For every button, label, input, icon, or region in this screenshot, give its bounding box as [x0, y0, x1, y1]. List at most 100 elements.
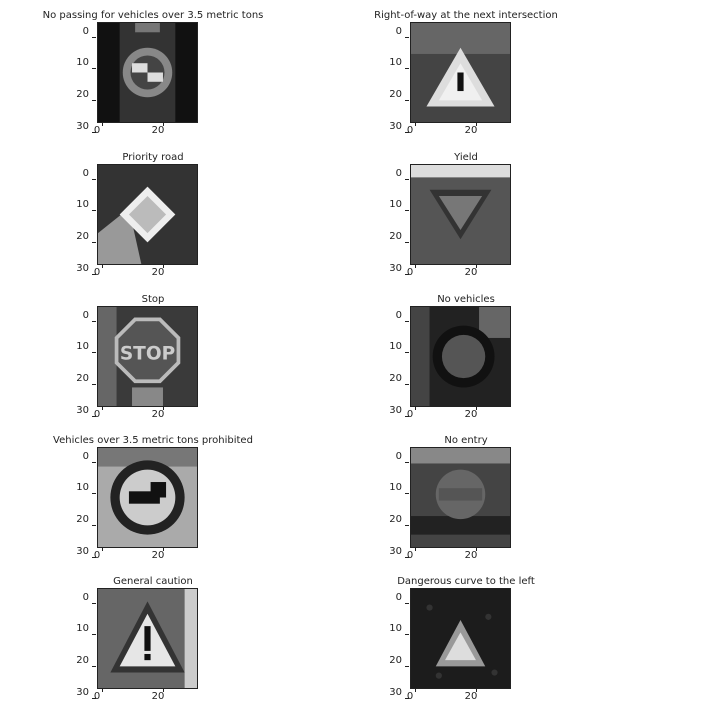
x-tick-mark	[163, 265, 164, 268]
y-tick-label: 30	[389, 687, 402, 698]
panel-title: Dangerous curve to the left	[397, 576, 535, 587]
x-tick-label: 20	[151, 125, 165, 136]
x-tick-mark	[415, 265, 416, 268]
dangerous-curve-left-sign	[411, 589, 510, 688]
x-tick-label: 20	[464, 409, 478, 420]
x-tick-label: 0	[93, 691, 101, 702]
y-tick-label: 0	[82, 26, 89, 37]
y-tick-label: 0	[82, 592, 89, 603]
y-tick-label: 30	[76, 263, 89, 274]
y-tick-mark	[405, 179, 409, 180]
x-tick-label: 0	[406, 550, 414, 561]
x-tick-mark	[102, 123, 103, 126]
y-tick-label: 0	[395, 451, 402, 462]
y-tick-label: 20	[389, 231, 402, 242]
x-tick-label: 0	[406, 409, 414, 420]
y-tick-mark	[92, 416, 96, 417]
y-tick-label: 10	[389, 57, 402, 68]
y-tick-label: 20	[389, 514, 402, 525]
y-tick-mark	[92, 100, 96, 101]
y-tick-mark	[92, 321, 96, 322]
x-tick-mark	[102, 689, 103, 692]
y-tick-label: 30	[76, 405, 89, 416]
y-tick-label: 10	[389, 341, 402, 352]
y-tick-label: 20	[76, 231, 89, 242]
right-of-way-sign	[411, 23, 510, 122]
x-tick-label: 20	[464, 550, 478, 561]
y-tick-mark	[405, 100, 409, 101]
x-tick-label: 0	[406, 267, 414, 278]
y-tick-mark	[405, 132, 409, 133]
y-tick-label: 0	[395, 26, 402, 37]
panel-title: Vehicles over 3.5 metric tons prohibited	[53, 435, 253, 446]
y-tick-label: 20	[76, 655, 89, 666]
sign-thumbnail	[410, 164, 511, 265]
x-tick-mark	[476, 689, 477, 692]
y-tick-label: 30	[389, 121, 402, 132]
y-tick-mark	[405, 242, 409, 243]
y-tick-mark	[405, 416, 409, 417]
x-tick-mark	[415, 407, 416, 410]
y-tick-label: 10	[76, 482, 89, 493]
y-tick-mark	[92, 132, 96, 133]
sign-thumbnail	[410, 588, 511, 689]
x-tick-mark	[102, 265, 103, 268]
x-tick-label: 20	[151, 691, 165, 702]
x-tick-label: 20	[151, 267, 165, 278]
y-tick-label: 20	[76, 89, 89, 100]
general-caution-sign	[98, 589, 197, 688]
x-tick-mark	[476, 407, 477, 410]
image-panel: Priority road 0 10 20 30 0 20	[23, 152, 283, 282]
y-tick-mark	[405, 274, 409, 275]
y-tick-label: 0	[395, 310, 402, 321]
y-tick-label: 0	[395, 168, 402, 179]
image-panel: Vehicles over 3.5 metric tons prohibited…	[23, 435, 283, 565]
y-tick-mark	[92, 666, 96, 667]
x-tick-label: 20	[151, 409, 165, 420]
y-tick-mark	[405, 37, 409, 38]
y-tick-label: 30	[389, 263, 402, 274]
y-tick-mark	[405, 603, 409, 604]
sign-thumbnail	[97, 588, 198, 689]
y-tick-label: 20	[389, 373, 402, 384]
panel-title: No vehicles	[437, 294, 495, 305]
x-tick-label: 0	[406, 691, 414, 702]
panel-title: Yield	[454, 152, 478, 163]
image-panel: Dangerous curve to the left 0 10 20 30 0 20	[336, 576, 596, 706]
y-tick-label: 10	[76, 341, 89, 352]
y-tick-label: 30	[389, 405, 402, 416]
no-vehicles-sign	[411, 307, 510, 406]
x-tick-label: 20	[151, 550, 165, 561]
x-tick-label: 20	[464, 125, 478, 136]
no-passing-trucks-sign	[98, 23, 197, 122]
y-tick-mark	[405, 210, 409, 211]
x-tick-label: 0	[93, 267, 101, 278]
y-tick-label: 30	[76, 687, 89, 698]
x-tick-label: 0	[93, 125, 101, 136]
panel-title: General caution	[113, 576, 193, 587]
y-tick-mark	[92, 698, 96, 699]
x-tick-label: 0	[93, 550, 101, 561]
panel-title: Stop	[141, 294, 165, 305]
y-tick-label: 10	[389, 482, 402, 493]
x-tick-mark	[163, 407, 164, 410]
y-tick-label: 0	[82, 451, 89, 462]
y-tick-mark	[405, 698, 409, 699]
sign-thumbnail	[97, 164, 198, 265]
sign-thumbnail	[410, 22, 511, 123]
y-tick-mark	[92, 603, 96, 604]
sign-thumbnail	[97, 447, 198, 548]
x-tick-label: 20	[464, 691, 478, 702]
x-tick-mark	[415, 123, 416, 126]
sign-thumbnail	[410, 447, 511, 548]
y-tick-mark	[92, 210, 96, 211]
x-tick-mark	[476, 548, 477, 551]
x-tick-mark	[163, 689, 164, 692]
y-tick-label: 10	[76, 623, 89, 634]
x-tick-label: 0	[406, 125, 414, 136]
y-tick-label: 20	[76, 373, 89, 384]
yield-sign	[411, 165, 510, 264]
y-tick-label: 30	[389, 546, 402, 557]
image-panel: Right-of-way at the next intersection 0 10…	[336, 10, 596, 140]
y-tick-mark	[405, 525, 409, 526]
